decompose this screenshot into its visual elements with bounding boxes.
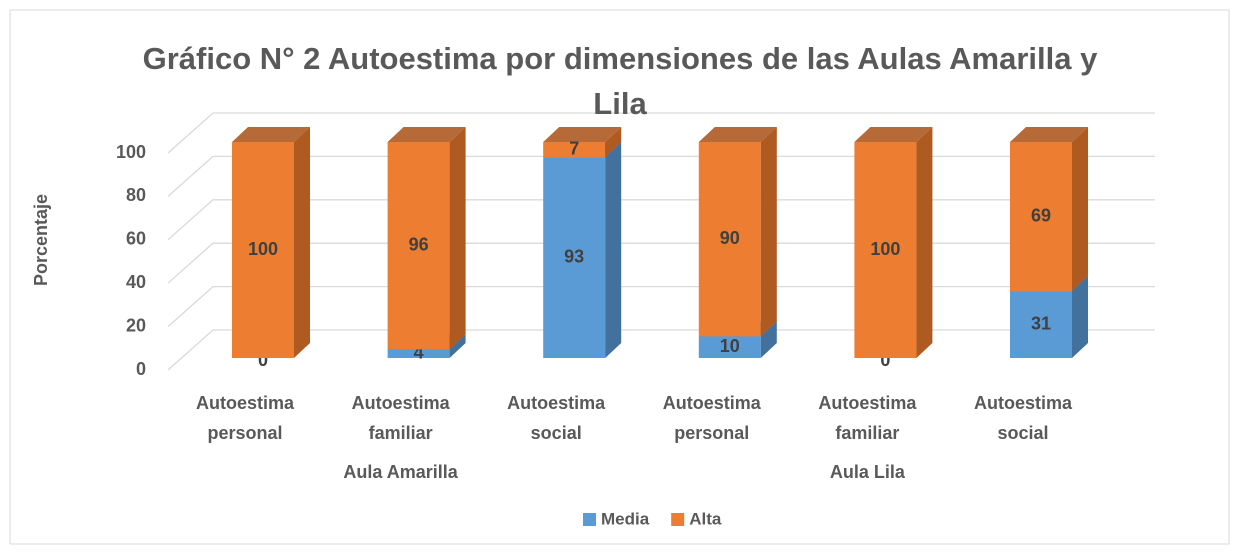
bar-top bbox=[387, 127, 466, 142]
legend-label: Alta bbox=[689, 509, 722, 528]
bar-segment bbox=[543, 127, 622, 158]
bar-front bbox=[543, 142, 606, 158]
bar-side bbox=[294, 127, 310, 358]
bar-segment bbox=[698, 127, 777, 337]
y-tick-label: 80 bbox=[126, 185, 146, 205]
bar-front bbox=[387, 142, 450, 350]
x-tick-label: Autoestima social bbox=[507, 393, 606, 443]
legend-swatch bbox=[671, 513, 685, 526]
x-tick-label: Autoestima personal bbox=[195, 393, 294, 443]
grid-line bbox=[167, 329, 1155, 371]
bar-top bbox=[698, 127, 777, 142]
y-tick-label: 40 bbox=[126, 272, 146, 292]
bar-side bbox=[449, 334, 466, 358]
bar-segment bbox=[232, 127, 310, 358]
value-label: 93 bbox=[564, 246, 584, 266]
bar-side bbox=[449, 127, 466, 350]
bar-side bbox=[1072, 127, 1088, 292]
legend-swatch bbox=[583, 513, 596, 526]
bar-front bbox=[1010, 291, 1072, 358]
legend-label: Media bbox=[601, 509, 650, 528]
value-label: 31 bbox=[1031, 313, 1051, 333]
value-label: 96 bbox=[409, 234, 429, 254]
x-tick-label: Autoestima social bbox=[973, 393, 1072, 443]
bar-top bbox=[1010, 127, 1088, 142]
grid-line bbox=[167, 112, 1155, 154]
value-label: 100 bbox=[870, 239, 900, 259]
bar-side bbox=[605, 142, 622, 358]
value-label: 10 bbox=[720, 336, 740, 356]
value-label: 100 bbox=[248, 239, 278, 259]
x-tick-label: Autoestima familiar bbox=[351, 393, 450, 443]
bar-front bbox=[543, 157, 606, 358]
bar-top bbox=[854, 127, 933, 142]
bar-top bbox=[543, 127, 622, 142]
bar-front bbox=[698, 336, 761, 358]
bar-side bbox=[1072, 276, 1088, 358]
bar-side bbox=[760, 321, 777, 358]
y-tick-label: 0 bbox=[136, 359, 146, 379]
value-label: 90 bbox=[720, 228, 740, 248]
chart-title: Gráfico N° 2 Autoestima por dimensiones … bbox=[142, 41, 1098, 121]
value-label: 69 bbox=[1031, 205, 1051, 225]
group-label: Aula Lila bbox=[829, 462, 905, 482]
value-label: 0 bbox=[258, 350, 268, 370]
bar-front bbox=[698, 142, 761, 337]
value-label: 0 bbox=[880, 350, 890, 370]
value-label: 4 bbox=[414, 342, 424, 362]
x-tick-label: Autoestima personal bbox=[662, 393, 761, 443]
y-axis-title: Porcentaje bbox=[31, 194, 51, 286]
group-label: Aula Amarilla bbox=[343, 462, 458, 482]
bar-side bbox=[605, 127, 622, 158]
bar-front bbox=[232, 142, 294, 358]
bar-top bbox=[232, 127, 310, 142]
bar-front bbox=[387, 349, 450, 358]
bar-front bbox=[1010, 142, 1072, 292]
grid-line bbox=[167, 199, 1155, 241]
y-tick-label: 60 bbox=[126, 229, 146, 249]
x-tick-label: Autoestima familiar bbox=[818, 393, 917, 443]
bar-side bbox=[916, 127, 933, 358]
y-tick-label: 20 bbox=[126, 315, 146, 335]
bar-segment bbox=[854, 127, 933, 358]
bar-front bbox=[854, 142, 917, 358]
bar-side bbox=[760, 127, 777, 337]
bar-segment bbox=[1010, 127, 1088, 292]
grid-line bbox=[167, 285, 1155, 328]
value-label: 7 bbox=[569, 138, 579, 158]
y-tick-label: 100 bbox=[116, 142, 146, 162]
grid-line bbox=[167, 155, 1155, 197]
grid-line bbox=[167, 242, 1155, 284]
bar-segment bbox=[387, 127, 466, 350]
